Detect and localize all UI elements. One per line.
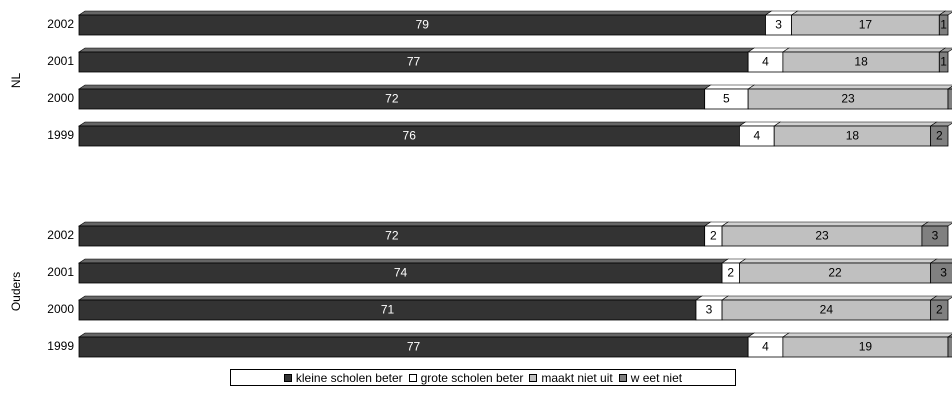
data-label-0-3-0: 76 (403, 129, 417, 143)
bar-top-1-3-1 (747, 332, 790, 338)
bar-top-0-3-0 (78, 121, 747, 127)
data-label-1-2-0: 71 (381, 303, 395, 317)
data-label-0-2-1: 5 (723, 92, 730, 106)
bar-top-0-0-2 (790, 10, 947, 16)
bar-segment-0-3-3 (930, 125, 949, 147)
bar-segment-1-3-3 (947, 336, 952, 358)
data-label-0-0-3: 1 (940, 18, 947, 32)
legend-label-kleine: kleine scholen beter (295, 370, 403, 385)
bar-top-0-3-1 (738, 121, 782, 127)
category-label-1-2: 2000 (47, 302, 74, 316)
bar-top-1-0-2 (721, 221, 929, 227)
bar-segment-0-2-3 (947, 88, 952, 110)
data-label-1-0-2: 23 (815, 229, 829, 243)
bar-top-0-0-0 (78, 10, 773, 16)
legend-item-weet: w eet niet (618, 370, 683, 385)
category-label-1-0: 2002 (47, 228, 74, 242)
bar-segment-0-1-3 (938, 51, 949, 73)
bar-top-1-3-3 (947, 333, 952, 338)
bar-top-1-1-2 (738, 258, 938, 264)
data-label-0-0-2: 17 (859, 18, 873, 32)
bar-top-0-2-2 (747, 84, 952, 90)
data-label-1-1-2: 22 (828, 266, 842, 280)
data-label-1-2-1: 3 (706, 303, 713, 317)
data-label-1-0-0: 72 (385, 229, 399, 243)
data-label-1-3-1: 4 (762, 340, 769, 354)
data-label-1-1-3: 3 (940, 266, 947, 280)
data-label-1-1-1: 2 (727, 266, 734, 280)
category-label-0-1: 2001 (47, 54, 74, 68)
bar-top-0-2-1 (703, 84, 756, 90)
bar-top-0-3-2 (773, 121, 938, 127)
category-label-1-3: 1999 (47, 339, 74, 353)
bar-segment-0-0-3 (938, 14, 949, 36)
data-label-0-1-1: 4 (762, 55, 769, 69)
bar-top-0-1-2 (781, 47, 947, 53)
data-label-1-3-2: 19 (859, 340, 873, 354)
bar-top-0-2-3 (947, 85, 952, 90)
bar-top-1-2-0 (78, 295, 703, 301)
data-label-0-2-2: 23 (841, 92, 855, 106)
bar-segment-1-2-3 (930, 299, 949, 321)
data-label-1-2-3: 2 (936, 303, 943, 317)
data-label-1-0-1: 2 (710, 229, 717, 243)
bar-top-0-1-1 (747, 47, 790, 53)
legend-item-maakt: maakt niet uit (529, 370, 613, 385)
data-label-0-3-3: 2 (936, 129, 943, 143)
data-label-0-3-1: 4 (753, 129, 760, 143)
legend-label-weet: w eet niet (630, 370, 683, 385)
category-label-1-1: 2001 (47, 265, 74, 279)
category-label-0-3: 1999 (47, 128, 74, 142)
group-label-1: Ouders (9, 272, 23, 311)
legend-swatch-grote (408, 373, 417, 382)
data-label-1-3-0: 77 (407, 340, 421, 354)
legend-item-grote: grote scholen beter (408, 370, 524, 385)
bar-top-1-0-0 (78, 221, 712, 227)
bar-top-0-2-0 (78, 84, 712, 90)
bar-top-1-2-2 (721, 295, 938, 301)
legend-label-grote: grote scholen beter (420, 370, 524, 385)
data-label-0-3-2: 18 (846, 129, 860, 143)
data-label-0-2-0: 72 (385, 92, 399, 106)
chart-legend: kleine scholen beter grote scholen beter… (230, 369, 736, 386)
bar-segment-1-0-3 (921, 225, 949, 247)
legend-swatch-maakt (529, 373, 538, 382)
bar-top-0-1-0 (78, 47, 756, 53)
group-label-0: NL (9, 73, 23, 89)
legend-swatch-weet (618, 373, 627, 382)
data-label-0-1-3: 1 (940, 55, 947, 69)
data-label-0-1-0: 77 (407, 55, 421, 69)
data-label-0-1-2: 18 (854, 55, 868, 69)
data-label-0-0-1: 3 (775, 18, 782, 32)
bar-top-1-3-2 (781, 332, 952, 338)
data-label-1-2-2: 24 (820, 303, 834, 317)
bar-segment-1-1-3 (930, 262, 952, 284)
data-label-1-1-0: 74 (394, 266, 408, 280)
legend-swatch-kleine (283, 373, 292, 382)
category-label-0-0: 2002 (47, 17, 74, 31)
data-label-0-0-0: 79 (416, 18, 430, 32)
legend-item-kleine: kleine scholen beter (283, 370, 403, 385)
data-label-1-0-3: 3 (932, 229, 939, 243)
category-label-0-2: 2000 (47, 91, 74, 105)
bar-top-1-3-0 (78, 332, 756, 338)
bar-top-1-1-0 (78, 258, 730, 264)
legend-label-maakt: maakt niet uit (541, 370, 613, 385)
